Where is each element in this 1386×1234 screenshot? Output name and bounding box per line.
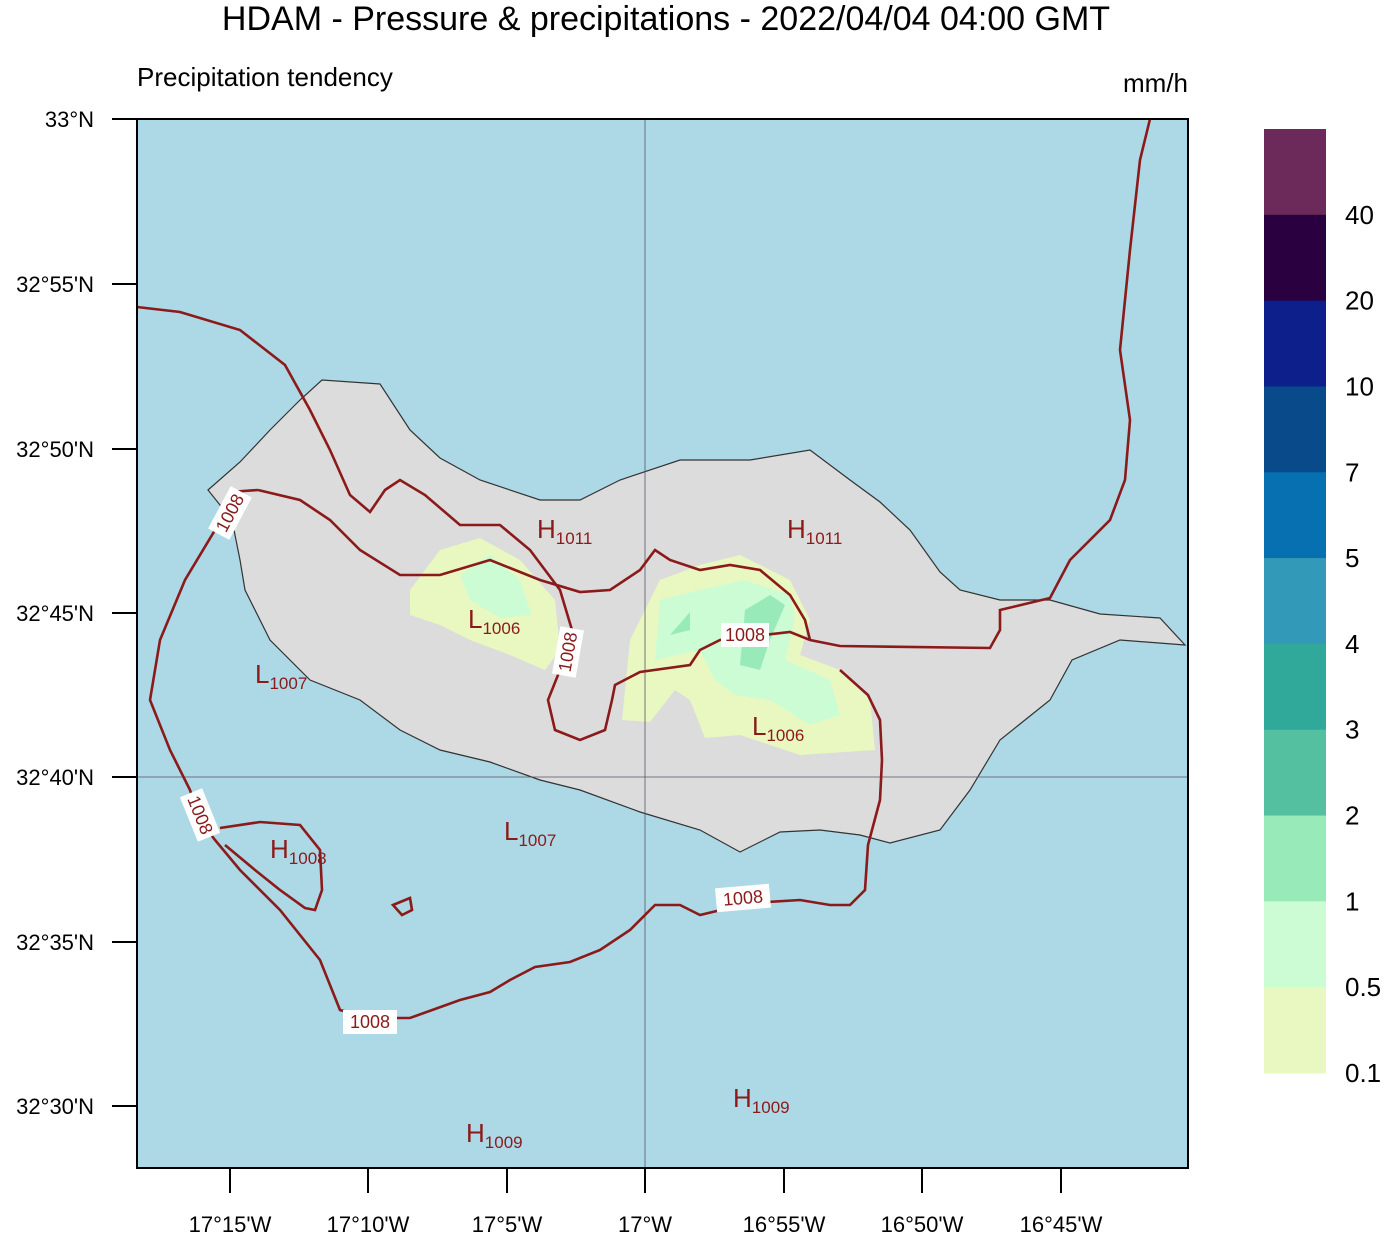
lon-label: 16°50'W	[881, 1212, 964, 1234]
pressure-center: L1006	[468, 604, 520, 638]
colorbar-box	[1264, 472, 1326, 559]
lat-label: 32°45'N	[16, 601, 94, 626]
subtitle: Precipitation tendency	[137, 62, 393, 92]
lon-label: 17°15'W	[189, 1212, 272, 1234]
colorbar-box	[1264, 815, 1326, 902]
colorbar-box	[1264, 987, 1326, 1074]
isobar-label: 1008	[722, 886, 764, 909]
lat-label: 32°40'N	[16, 765, 94, 790]
pressure-center: H1009	[733, 1083, 790, 1117]
colorbar-box	[1264, 129, 1326, 216]
lat-label: 33°N	[45, 107, 94, 132]
lon-label: 16°45'W	[1020, 1212, 1103, 1234]
isobars	[136, 118, 1152, 1020]
pressure-center: L1006	[752, 711, 804, 745]
pressure-center: H1009	[466, 1118, 523, 1152]
colorbar-label: 5	[1345, 543, 1359, 573]
colorbar-label: 10	[1345, 371, 1374, 401]
unit: mm/h	[1123, 68, 1188, 98]
colorbar-box	[1264, 901, 1326, 988]
precip-areas	[410, 538, 875, 755]
pressure-center: L1007	[255, 659, 307, 693]
colorbar-box	[1264, 558, 1326, 645]
colorbar-label: 40	[1345, 200, 1374, 230]
colorbar-box	[1264, 300, 1326, 387]
colorbar-label: 2	[1345, 801, 1359, 831]
lon-label: 17°W	[618, 1212, 672, 1234]
pressure-center: H1008	[270, 834, 327, 868]
title: HDAM - Pressure & precipitations - 2022/…	[222, 0, 1110, 38]
pressure-center: H1011	[537, 514, 592, 548]
colorbar-label: 0.5	[1345, 972, 1381, 1002]
lon-label: 17°10'W	[327, 1212, 410, 1234]
isobar-label: 1008	[725, 625, 765, 645]
lat-label: 32°35'N	[16, 930, 94, 955]
colorbar-box	[1264, 729, 1326, 817]
colorbar-label: 1	[1345, 886, 1359, 916]
lat-label: 32°55'N	[16, 272, 94, 297]
colorbar-box	[1264, 214, 1326, 302]
colorbar-box	[1264, 643, 1326, 731]
pressure-center: H1011	[787, 514, 842, 548]
colorbar-label: 7	[1345, 457, 1359, 487]
pressure-centers: H1011 H1011 L1006 L1007 L1006 L1007 H100…	[255, 514, 842, 1152]
pressure-center: L1007	[504, 816, 556, 850]
lon-label: 16°55'W	[743, 1212, 826, 1234]
colorbar-label: 20	[1345, 286, 1374, 316]
colorbar-label: 4	[1345, 629, 1359, 659]
colorbar-box	[1264, 386, 1326, 473]
lat-label: 32°50'N	[16, 437, 94, 462]
lon-label: 17°5'W	[472, 1212, 543, 1234]
isobar-label: 1008	[350, 1012, 390, 1032]
colorbar-label: 0.1	[1345, 1058, 1381, 1088]
map-frame	[136, 118, 1189, 1169]
lat-label: 32°30'N	[16, 1094, 94, 1119]
colorbar-label: 3	[1345, 715, 1359, 745]
